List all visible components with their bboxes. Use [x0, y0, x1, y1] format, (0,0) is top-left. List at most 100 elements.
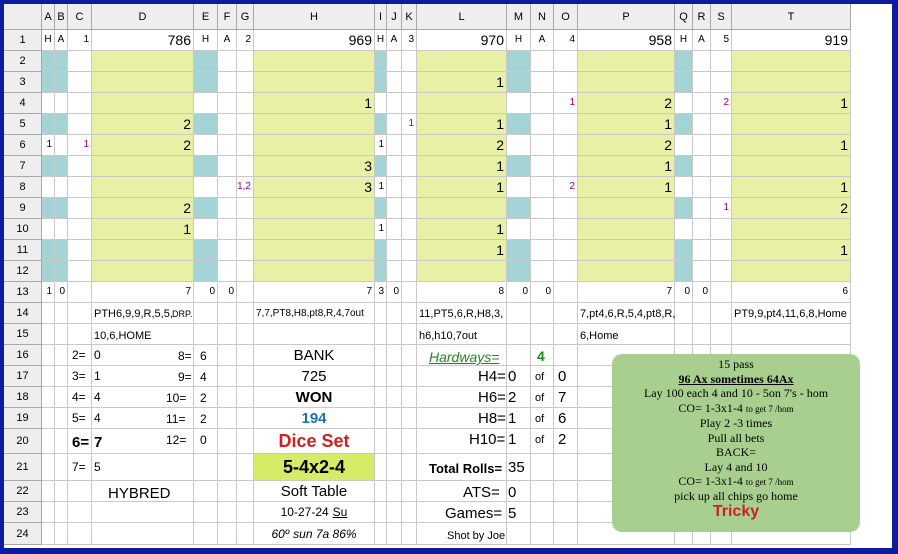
game3-home-label[interactable]: H	[375, 30, 387, 51]
cell-a3[interactable]	[42, 72, 55, 93]
cell-i20[interactable]	[375, 429, 387, 454]
cell-c19[interactable]	[68, 408, 92, 429]
cell-a24[interactable]	[42, 523, 55, 545]
cell-e19[interactable]	[194, 408, 218, 429]
point-marker-s4[interactable]: 2	[711, 93, 732, 114]
row-header-1[interactable]: 1	[4, 30, 42, 51]
cell-e3[interactable]	[194, 72, 218, 93]
row-header-17[interactable]: 17	[4, 366, 42, 387]
game4-home-label[interactable]: H	[507, 30, 531, 51]
cell-f8[interactable]	[218, 177, 237, 198]
cell-j2[interactable]	[387, 51, 402, 72]
cell-n21[interactable]	[531, 454, 554, 481]
cell-c14[interactable]	[68, 303, 92, 324]
column-header-i[interactable]: I	[375, 4, 387, 30]
cell-t24[interactable]	[732, 523, 851, 545]
cell-t7[interactable]	[732, 156, 851, 177]
cell-h3[interactable]	[254, 72, 375, 93]
cell-j21[interactable]	[387, 454, 402, 481]
cell-r6[interactable]	[693, 135, 711, 156]
cell-n4[interactable]	[531, 93, 554, 114]
cell-i2[interactable]	[375, 51, 387, 72]
cell-p15[interactable]	[578, 324, 675, 345]
row-header-24[interactable]: 24	[4, 523, 42, 545]
cell-n22[interactable]	[531, 481, 554, 502]
cell-c12[interactable]	[68, 261, 92, 282]
cell-d21[interactable]	[92, 454, 194, 481]
cell-h15[interactable]	[254, 324, 375, 345]
cell-e24[interactable]	[194, 523, 218, 545]
cell-e4[interactable]	[194, 93, 218, 114]
cell-k4[interactable]	[402, 93, 417, 114]
cell-b2[interactable]	[55, 51, 68, 72]
cell-n6[interactable]	[531, 135, 554, 156]
cell-d12[interactable]	[92, 261, 194, 282]
cell-f24[interactable]	[218, 523, 237, 545]
cell-i18[interactable]	[375, 387, 387, 408]
cell-m10[interactable]	[507, 219, 531, 240]
row13-b[interactable]: 0	[55, 282, 68, 303]
cell-o23[interactable]	[554, 502, 578, 523]
point-marker-s9[interactable]: 1	[711, 198, 732, 219]
cell-g20[interactable]	[237, 429, 254, 454]
cell-o14[interactable]	[554, 303, 578, 324]
game1-home-label[interactable]: H	[42, 30, 55, 51]
row-header-16[interactable]: 16	[4, 345, 42, 366]
cell-n19[interactable]	[531, 408, 554, 429]
cell-f21[interactable]	[218, 454, 237, 481]
row-header-4[interactable]: 4	[4, 93, 42, 114]
cell-h2[interactable]	[254, 51, 375, 72]
game1-number[interactable]: 1	[68, 30, 92, 51]
row-header-14[interactable]: 14	[4, 303, 42, 324]
point-marker-o4[interactable]: 1	[554, 93, 578, 114]
cell-g10[interactable]	[237, 219, 254, 240]
cell-o13[interactable]	[554, 282, 578, 303]
cell-j23[interactable]	[387, 502, 402, 523]
cell-n24[interactable]	[531, 523, 554, 545]
cell-j15[interactable]	[387, 324, 402, 345]
row-header-5[interactable]: 5	[4, 114, 42, 135]
cell-s24[interactable]	[711, 523, 732, 545]
cell-r10[interactable]	[693, 219, 711, 240]
cell-k24[interactable]	[402, 523, 417, 545]
roll-value-l10[interactable]: 1	[417, 219, 507, 240]
row13-p[interactable]: 7	[578, 282, 675, 303]
cell-t14[interactable]	[732, 303, 851, 324]
row13-l[interactable]: 8	[417, 282, 507, 303]
cell-l16[interactable]	[417, 345, 507, 366]
cell-i12[interactable]	[375, 261, 387, 282]
cell-j11[interactable]	[387, 240, 402, 261]
cell-f10[interactable]	[218, 219, 237, 240]
cell-m5[interactable]	[507, 114, 531, 135]
cell-h23[interactable]: 10-27-24 Su	[254, 502, 375, 523]
cell-f5[interactable]	[218, 114, 237, 135]
cell-i22[interactable]	[375, 481, 387, 502]
cell-o12[interactable]	[554, 261, 578, 282]
cell-b22[interactable]	[55, 481, 68, 502]
cell-r14[interactable]	[693, 303, 711, 324]
cell-n5[interactable]	[531, 114, 554, 135]
game4-number[interactable]: 4	[554, 30, 578, 51]
roll-value-l6[interactable]: 2	[417, 135, 507, 156]
cell-h19[interactable]: 194	[254, 408, 375, 429]
cell-g5[interactable]	[237, 114, 254, 135]
cell-s10[interactable]	[711, 219, 732, 240]
cell-o11[interactable]	[554, 240, 578, 261]
roll-value-d6[interactable]: 2	[92, 135, 194, 156]
cell-p3[interactable]	[578, 72, 675, 93]
cell-e11[interactable]	[194, 240, 218, 261]
column-header-h[interactable]: H	[254, 4, 375, 30]
cell-k23[interactable]	[402, 502, 417, 523]
cell-b4[interactable]	[55, 93, 68, 114]
cell-j24[interactable]	[387, 523, 402, 545]
cell-l9[interactable]	[417, 198, 507, 219]
cell-q4[interactable]	[675, 93, 693, 114]
cell-d8[interactable]	[92, 177, 194, 198]
cell-b6[interactable]	[55, 135, 68, 156]
cell-o21[interactable]	[554, 454, 578, 481]
row-header-6[interactable]: 6	[4, 135, 42, 156]
cell-h24[interactable]: 60º sun 7a 86%	[254, 523, 375, 545]
cell-q10[interactable]	[675, 219, 693, 240]
cell-a21[interactable]	[42, 454, 55, 481]
cell-e6[interactable]	[194, 135, 218, 156]
